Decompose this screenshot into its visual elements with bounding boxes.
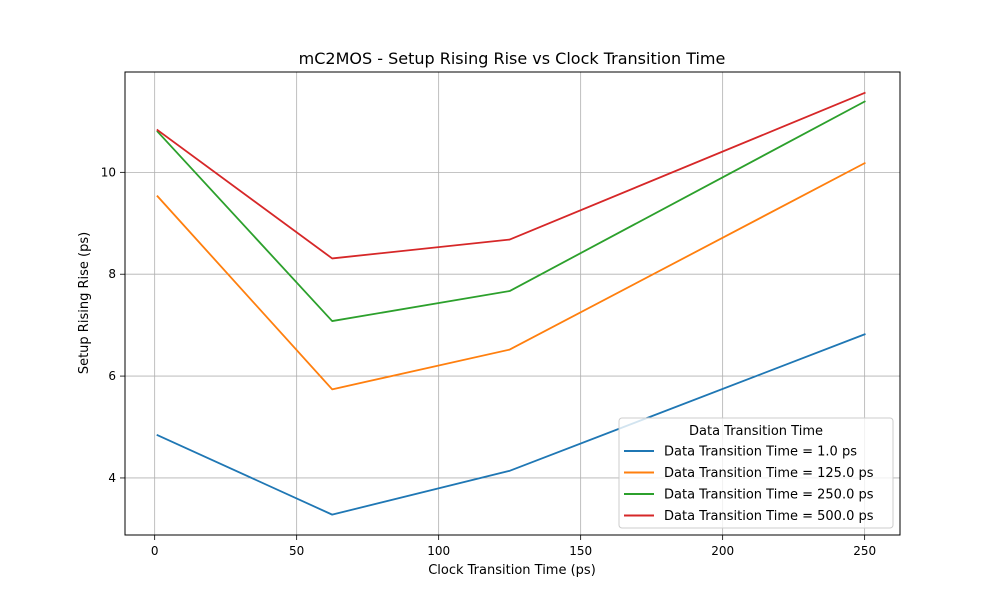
y-tick-label: 4 <box>108 471 116 485</box>
x-tick-label: 100 <box>427 544 450 558</box>
legend-title: Data Transition Time <box>689 424 823 439</box>
legend-box <box>618 417 894 529</box>
series-line-1 <box>156 161 866 391</box>
legend-items: Data Transition Time = 1.0 ps Data Transi… <box>624 445 874 524</box>
series-line-2 <box>156 100 866 322</box>
x-axis: 0 50 100 150 200 250 <box>151 535 876 558</box>
series-line-3 <box>156 91 866 260</box>
legend-label-1: Data Transition Time = 125.0 ps <box>664 466 874 481</box>
x-axis-label: Clock Transition Time (ps) <box>428 563 596 578</box>
y-tick-label: 6 <box>108 369 116 383</box>
chart-title: mC2MOS - Setup Rising Rise vs Clock Tran… <box>299 49 726 68</box>
y-tick-label: 10 <box>101 165 116 179</box>
legend-label-2: Data Transition Time = 250.0 ps <box>664 488 874 503</box>
y-tick-label: 8 <box>108 267 116 281</box>
x-tick-label: 150 <box>569 544 592 558</box>
plot-area-frame <box>124 71 901 536</box>
legend-label-3: Data Transition Time = 500.0 ps <box>664 509 874 524</box>
x-tick-label: 250 <box>853 544 876 558</box>
y-axis-label: Setup Rising Rise (ps) <box>77 232 92 374</box>
legend: Data Transition Time Data Transition Tim… <box>618 417 894 529</box>
series-group <box>156 91 866 516</box>
series-line-0 <box>156 333 866 516</box>
x-tick-label: 50 <box>289 544 304 558</box>
legend-label-0: Data Transition Time = 1.0 ps <box>664 445 857 460</box>
y-axis: 4 6 8 10 <box>101 165 125 485</box>
x-tick-label: 0 <box>151 544 159 558</box>
grid <box>125 72 900 535</box>
x-tick-label: 200 <box>711 544 734 558</box>
